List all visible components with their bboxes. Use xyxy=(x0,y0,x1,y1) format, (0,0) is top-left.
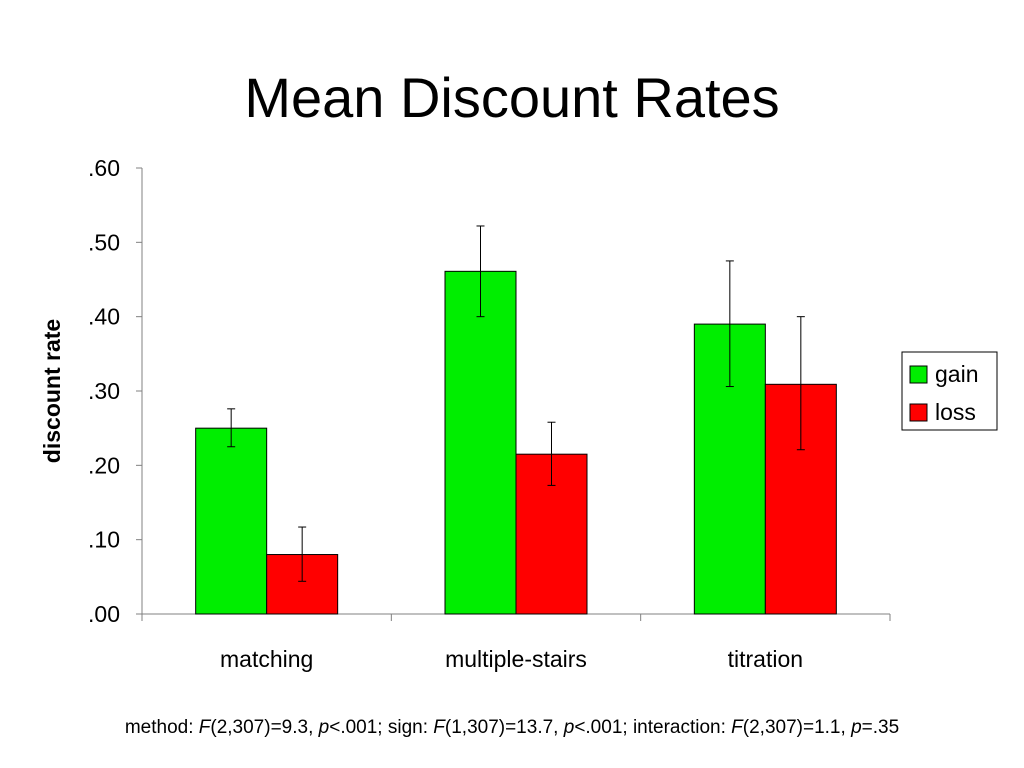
bar-gain-matching xyxy=(195,427,268,615)
legend-label-gain: gain xyxy=(935,361,978,387)
y-tick-label: .10 xyxy=(88,527,120,553)
footnote-part: F xyxy=(433,717,445,738)
footnote-part: <.001; interaction: xyxy=(574,717,732,738)
footnote-part: F xyxy=(198,717,211,738)
footnote-part: p xyxy=(318,717,330,738)
footnote-part: =.35 xyxy=(861,717,900,738)
footnote-part: <.001; sign: xyxy=(329,717,434,738)
legend-swatch-loss xyxy=(909,403,928,422)
footnote-part: (2,307)=9.3, xyxy=(210,717,319,738)
x-tick-label: multiple-stairs xyxy=(445,646,587,672)
legend-label-loss: loss xyxy=(935,399,976,425)
statistics-footnote: method: F(2,307)=9.3, p<.001; sign: F(1,… xyxy=(0,716,1024,740)
y-tick-label: .30 xyxy=(88,378,120,404)
y-tick-label: .40 xyxy=(88,304,120,330)
y-tick-label: .50 xyxy=(88,229,120,255)
chart-title: Mean Discount Rates xyxy=(244,66,780,129)
footnote-part: method: xyxy=(124,717,199,738)
y-tick-label: .60 xyxy=(88,155,120,181)
footnote-part: (1,307)=13.7, xyxy=(444,717,564,738)
footnote-part: p xyxy=(851,717,862,738)
footnote-part: p xyxy=(563,717,575,738)
bar-gain-multiple-stairs xyxy=(444,270,517,615)
y-axis-label: discount rate xyxy=(39,319,65,463)
footnote-part: F xyxy=(731,717,743,738)
legend-swatch-gain xyxy=(909,365,928,384)
x-tick-label: matching xyxy=(220,646,313,672)
y-tick-label: .00 xyxy=(88,601,120,627)
footnote-part: (2,307)=1.1, xyxy=(742,717,852,738)
y-tick-label: .20 xyxy=(88,452,120,478)
x-tick-label: titration xyxy=(728,646,803,672)
